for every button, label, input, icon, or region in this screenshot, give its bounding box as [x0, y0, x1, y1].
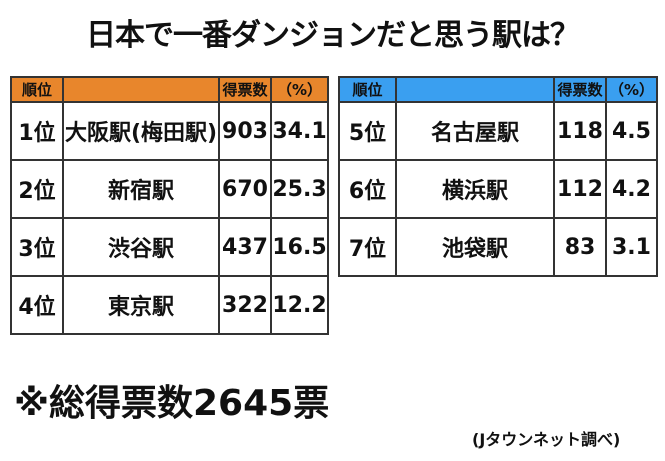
table-row: 3位 渋谷駅 437 16.5 [10, 217, 329, 277]
header-station [62, 76, 220, 103]
cell-pct: 16.5 [270, 217, 329, 277]
cell-station: 名古屋駅 [395, 101, 555, 161]
table-row: 5位 名古屋駅 118 4.5 [338, 101, 658, 161]
total-votes: ※総得票数2645票 [14, 383, 330, 424]
cell-pct: 25.3 [270, 159, 329, 219]
cell-rank: 2位 [10, 159, 64, 219]
ranking-table-left: 順位 得票数 （%） 1位 大阪駅(梅田駅) 903 34.1 2位 新宿駅 670 25.3… [10, 76, 329, 335]
cell-votes: 903 [218, 101, 272, 161]
header-votes: 得票数 [218, 76, 272, 103]
cell-pct: 4.2 [605, 159, 658, 219]
cell-pct: 4.5 [605, 101, 658, 161]
table-row: 4位 東京駅 322 12.2 [10, 275, 329, 335]
cell-rank: 5位 [338, 101, 397, 161]
cell-station: 大阪駅(梅田駅) [62, 101, 220, 161]
table-row: 1位 大阪駅(梅田駅) 903 34.1 [10, 101, 329, 161]
cell-rank: 4位 [10, 275, 64, 335]
cell-pct: 34.1 [270, 101, 329, 161]
header-rank: 順位 [10, 76, 64, 103]
cell-station: 池袋駅 [395, 217, 555, 277]
header-rank: 順位 [338, 76, 397, 103]
cell-rank: 7位 [338, 217, 397, 277]
table-row: 6位 横浜駅 112 4.2 [338, 159, 658, 219]
cell-station: 渋谷駅 [62, 217, 220, 277]
cell-rank: 3位 [10, 217, 64, 277]
source-note: (Jタウンネット調べ) [472, 430, 621, 449]
header-pct: （%） [270, 76, 329, 103]
cell-votes: 118 [553, 101, 607, 161]
table-header: 順位 得票数 （%） [338, 76, 658, 103]
cell-votes: 670 [218, 159, 272, 219]
cell-rank: 1位 [10, 101, 64, 161]
cell-pct: 3.1 [605, 217, 658, 277]
page-title: 日本で一番ダンジョンだと思う駅は？ [86, 18, 580, 53]
header-station [395, 76, 555, 103]
header-votes: 得票数 [553, 76, 607, 103]
cell-rank: 6位 [338, 159, 397, 219]
table-row: 7位 池袋駅 83 3.1 [338, 217, 658, 277]
table-row: 2位 新宿駅 670 25.3 [10, 159, 329, 219]
cell-votes: 112 [553, 159, 607, 219]
cell-votes: 83 [553, 217, 607, 277]
cell-pct: 12.2 [270, 275, 329, 335]
cell-station: 横浜駅 [395, 159, 555, 219]
header-pct: （%） [605, 76, 658, 103]
cell-station: 東京駅 [62, 275, 220, 335]
cell-votes: 437 [218, 217, 272, 277]
table-header: 順位 得票数 （%） [10, 76, 329, 103]
cell-station: 新宿駅 [62, 159, 220, 219]
ranking-table-right: 順位 得票数 （%） 5位 名古屋駅 118 4.5 6位 横浜駅 112 4.2 7位 池袋駅 8… [338, 76, 658, 277]
cell-votes: 322 [218, 275, 272, 335]
